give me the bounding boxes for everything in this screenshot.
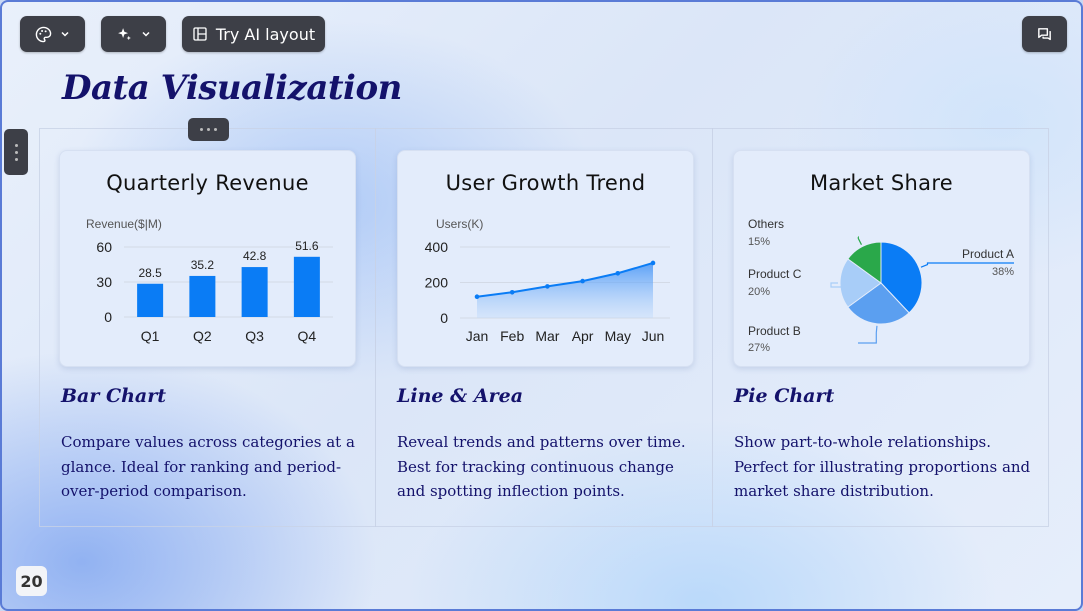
x-tick-label: Jun (642, 328, 665, 344)
slice-percent: 20% (748, 286, 770, 298)
try-ai-layout-label: Try AI layout (215, 24, 316, 44)
theme-dropdown-button[interactable] (20, 16, 85, 52)
y-tick-label: 200 (425, 275, 449, 291)
data-point (474, 294, 480, 299)
y-tick-label: 60 (96, 239, 112, 255)
column-divider (712, 128, 713, 527)
page-title[interactable]: Data Visualization (62, 68, 402, 108)
y-axis-label: Users(K) (436, 217, 483, 231)
data-point (509, 289, 515, 295)
x-tick-label: Q4 (298, 328, 317, 344)
x-tick-label: May (605, 328, 631, 344)
chevron-down-icon (142, 31, 150, 37)
slice-label: Product B (748, 324, 801, 338)
chevron-down-icon (61, 31, 69, 37)
slice-label: Product A (962, 247, 1014, 261)
slice-percent: 15% (748, 236, 770, 248)
chart-title: User Growth Trend (445, 171, 646, 195)
y-axis-label: Revenue($|M) (86, 217, 162, 231)
pie-slice (847, 241, 882, 284)
bar-chart: Revenue($|M) 0 30 60 28.5 Q1 35.2 Q2 42.8 Q3 51.6 Q… (86, 217, 333, 344)
column-bar-chart[interactable]: Quarterly Revenue Revenue($|M) 0 30 60 28.5 Q… (39, 128, 375, 527)
x-tick-label: Q1 (141, 328, 160, 344)
section-description[interactable]: Show part-to-whole relationships. Perfec… (734, 433, 1031, 500)
data-point (545, 284, 550, 289)
palette-icon (35, 26, 52, 42)
bar (189, 275, 216, 317)
pie-chart: Product A 38% Product B 27% Product C 20% Othe… (748, 217, 1014, 354)
series-area (477, 262, 653, 318)
slice-label: Others (748, 217, 784, 231)
line-area-chart: Users(K) 0 200 400 Jan Feb Mar Apr May Jun (425, 217, 670, 344)
y-tick-label: 400 (425, 239, 449, 255)
chart-title: Quarterly Revenue (106, 171, 309, 195)
slice-percent: 38% (992, 266, 1014, 278)
slice-percent: 27% (748, 342, 770, 354)
leader-line (857, 236, 863, 245)
page-number: 20 (16, 566, 47, 596)
data-label: 51.6 (295, 239, 319, 253)
x-tick-label: Mar (535, 328, 559, 344)
sparkle-icon (118, 27, 131, 40)
bar (137, 283, 164, 317)
bar (241, 267, 268, 317)
column-divider (375, 128, 376, 527)
data-label: 28.5 (138, 266, 162, 280)
x-tick-label: Q2 (193, 328, 212, 344)
chart-title: Market Share (809, 171, 954, 195)
block-drag-handle[interactable] (188, 118, 229, 141)
slice-label: Product C (748, 267, 802, 281)
y-tick-label: 0 (440, 310, 448, 326)
columns-grid (39, 128, 1049, 527)
x-tick-label: Feb (500, 328, 524, 344)
leader-line (920, 262, 1014, 268)
ai-dropdown-button[interactable] (101, 16, 166, 52)
data-label: 42.8 (243, 249, 267, 263)
pie-slice (839, 258, 882, 308)
chart-card-pie[interactable]: Market Share Product A 38% Product B 27% Pro… (733, 150, 1030, 367)
section-description[interactable]: Compare values across categories at a gl… (61, 433, 355, 500)
layout-icon (193, 27, 207, 41)
comment-icon (1038, 27, 1051, 40)
leader-line (858, 325, 878, 344)
chart-card-bar[interactable]: Quarterly Revenue Revenue($|M) 0 30 60 28.5 Q… (59, 150, 356, 367)
series-line (476, 262, 654, 298)
section-heading[interactable]: Pie Chart (734, 385, 835, 407)
column-pie-chart[interactable]: Market Share Product A 38% Product B 27% Pro… (712, 128, 1048, 527)
section-heading[interactable]: Line & Area (397, 385, 524, 407)
x-tick-label: Jan (466, 328, 489, 344)
data-point (580, 278, 585, 284)
section-description[interactable]: Reveal trends and patterns over time. Be… (397, 433, 686, 500)
side-drag-handle[interactable] (4, 129, 28, 175)
data-point (650, 260, 656, 266)
chart-card-line[interactable]: User Growth Trend Users(K) 0 200 400 Jan Feb M… (397, 150, 694, 367)
pie-slice (880, 241, 923, 314)
bar (293, 256, 320, 317)
x-tick-label: Apr (572, 328, 594, 344)
try-ai-layout-button[interactable]: Try AI layout (182, 16, 325, 52)
data-label: 35.2 (191, 258, 215, 272)
section-heading[interactable]: Bar Chart (61, 385, 167, 407)
column-line-chart[interactable]: User Growth Trend Users(K) 0 200 400 Jan Feb M… (375, 128, 711, 527)
leader-line (830, 282, 858, 288)
data-point (615, 270, 621, 276)
y-tick-label: 30 (96, 274, 112, 290)
y-tick-label: 0 (104, 309, 112, 325)
x-tick-label: Q3 (245, 328, 264, 344)
pie-slice (847, 282, 910, 325)
comments-button[interactable] (1022, 16, 1067, 52)
